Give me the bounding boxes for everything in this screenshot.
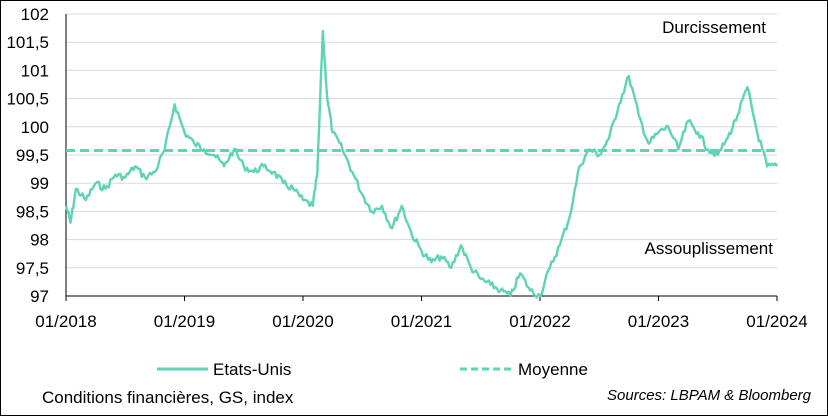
y-tick-label: 99	[30, 174, 49, 193]
x-tick-label: 01/2023	[628, 312, 689, 331]
legend: Etats-Unis Moyenne	[157, 360, 588, 379]
x-tick-label: 01/2020	[272, 312, 333, 331]
annotation-durcissement: Durcissement	[662, 18, 766, 37]
y-tick-label: 98	[30, 231, 49, 250]
x-tick-label: 01/2019	[154, 312, 215, 331]
y-tick-label: 99,5	[16, 146, 49, 165]
x-tick-label: 01/2022	[509, 312, 570, 331]
y-tick-label: 102	[21, 5, 49, 24]
y-tick-label: 101	[21, 61, 49, 80]
y-tick-label: 101,5	[6, 33, 49, 52]
legend-label-etats-unis: Etats-Unis	[213, 360, 291, 379]
y-tick-label: 100	[21, 118, 49, 137]
x-axis	[65, 14, 778, 301]
x-tick-label: 01/2018	[35, 312, 96, 331]
series-line-etats-unis	[64, 29, 779, 299]
y-axis-tick-labels: 97 97,5 98 98,5 99 99,5 100 100,5 101 101,5 102	[6, 5, 49, 306]
y-tick-label: 97,5	[16, 259, 49, 278]
series-lines	[64, 29, 779, 299]
y-tick-label: 100,5	[6, 90, 49, 109]
y-tick-label: 98,5	[16, 202, 49, 221]
y-tick-label: 97	[30, 287, 49, 306]
chart-source: Sources: LBPAM & Bloomberg	[607, 387, 812, 404]
chart-caption: Conditions financières, GS, index	[42, 388, 294, 407]
x-tick-label: 01/2024	[746, 312, 807, 331]
annotation-assouplissement: Assouplissement	[644, 239, 773, 258]
grid-lines	[66, 13, 777, 269]
x-tick-label: 01/2021	[391, 312, 452, 331]
legend-label-moyenne: Moyenne	[518, 360, 588, 379]
x-axis-tick-labels: 01/2018 01/2019 01/2020 01/2021 01/2022 01/20…	[35, 312, 807, 331]
